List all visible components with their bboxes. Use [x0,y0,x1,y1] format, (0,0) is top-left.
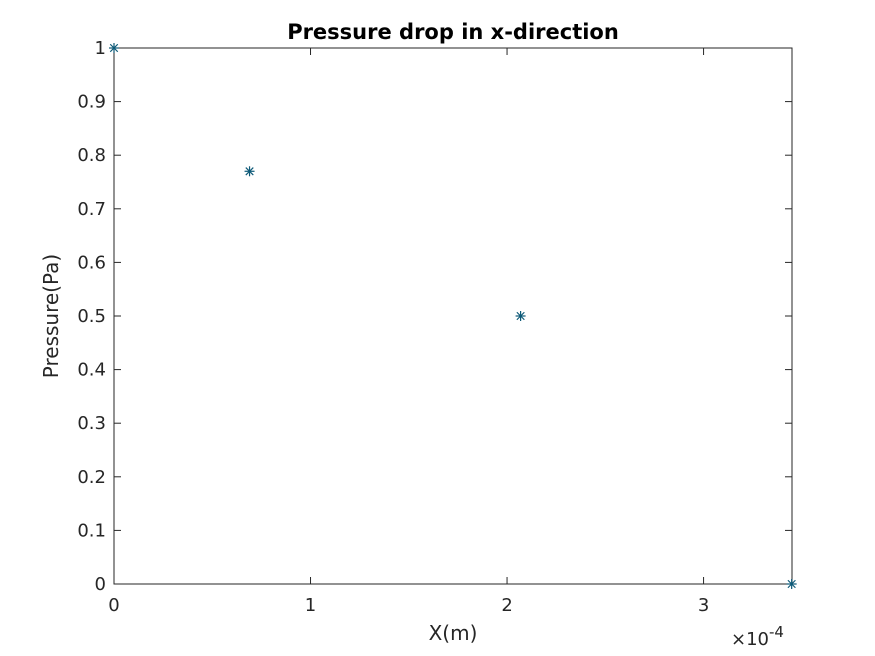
x-exponent-base: ×10 [731,629,769,650]
data-point [786,579,797,589]
data-point [515,311,526,321]
chart-title: Pressure drop in x-direction [287,20,619,44]
ticks: 0 1 2 3 0 0.1 0.2 0.3 0.4 0.5 0.6 0.7 0.8 0.9 1 [77,38,792,616]
y-tick-label: 0.7 [77,199,106,220]
y-tick-label: 0.4 [77,360,106,381]
y-tick-label: 0.1 [77,520,106,541]
plot-background [114,48,792,584]
y-tick-label: 0.5 [77,306,106,327]
data-points [109,43,797,589]
y-tick-label: 0 [95,574,106,595]
x-exponent-label: ×10-4 [731,623,784,650]
x-tick-label: 1 [305,595,316,616]
y-axis-label: Pressure(Pa) [39,254,63,378]
y-tick-label: 0.2 [77,467,106,488]
data-point [244,166,255,177]
x-tick-label: 3 [698,595,709,616]
plot-box [113,47,793,585]
x-tick-label: 2 [501,595,512,616]
y-tick-label: 0.9 [77,92,106,113]
data-point [109,43,119,53]
x-exponent-power: -4 [769,623,784,641]
x-axis-label: X(m) [429,621,478,645]
y-tick-label: 0.6 [77,252,106,273]
y-tick-label: 0.3 [77,413,106,434]
x-tick-label: 0 [108,595,119,616]
y-tick-label: 0.8 [77,145,106,166]
y-tick-label: 1 [95,38,106,59]
